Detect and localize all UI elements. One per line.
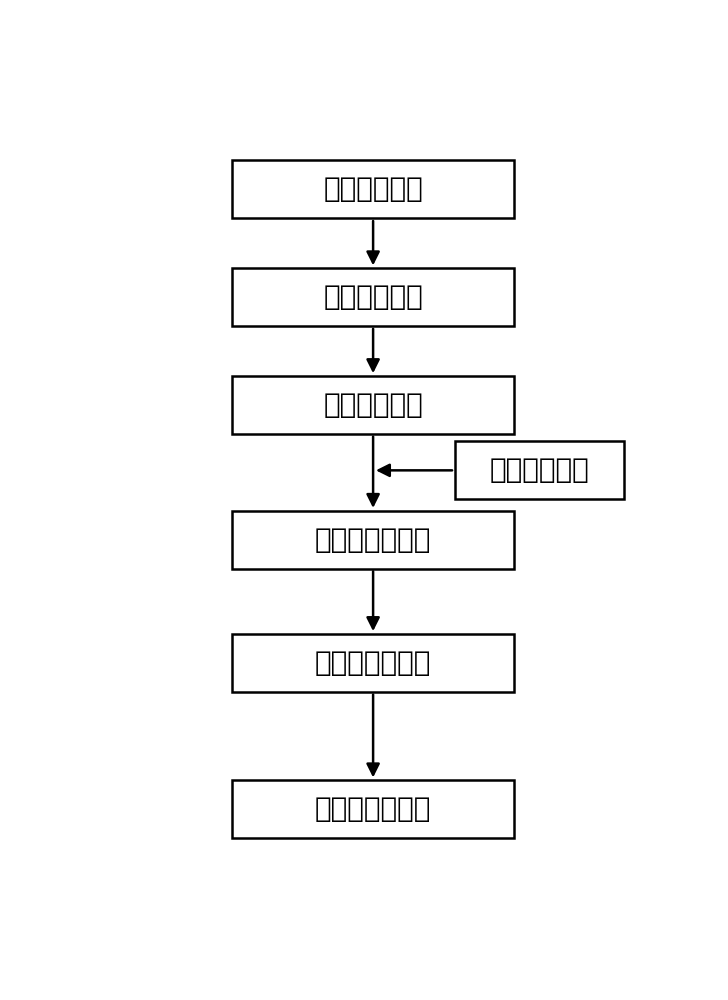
FancyBboxPatch shape — [232, 376, 514, 434]
FancyBboxPatch shape — [232, 634, 514, 692]
FancyBboxPatch shape — [232, 780, 514, 838]
Text: 给定信号产生: 给定信号产生 — [323, 175, 423, 203]
FancyBboxPatch shape — [232, 268, 514, 326]
Text: 控制参数自整定: 控制参数自整定 — [315, 795, 431, 823]
Text: 性能指标调整: 性能指标调整 — [323, 391, 423, 419]
Text: 自整定速率调试: 自整定速率调试 — [315, 526, 431, 554]
Text: 自整定参数存储: 自整定参数存储 — [315, 649, 431, 677]
FancyBboxPatch shape — [232, 160, 514, 218]
Text: 控制性能示教: 控制性能示教 — [323, 283, 423, 311]
Text: 实时性能计算: 实时性能计算 — [490, 456, 590, 484]
FancyBboxPatch shape — [232, 511, 514, 569]
FancyBboxPatch shape — [455, 441, 624, 499]
